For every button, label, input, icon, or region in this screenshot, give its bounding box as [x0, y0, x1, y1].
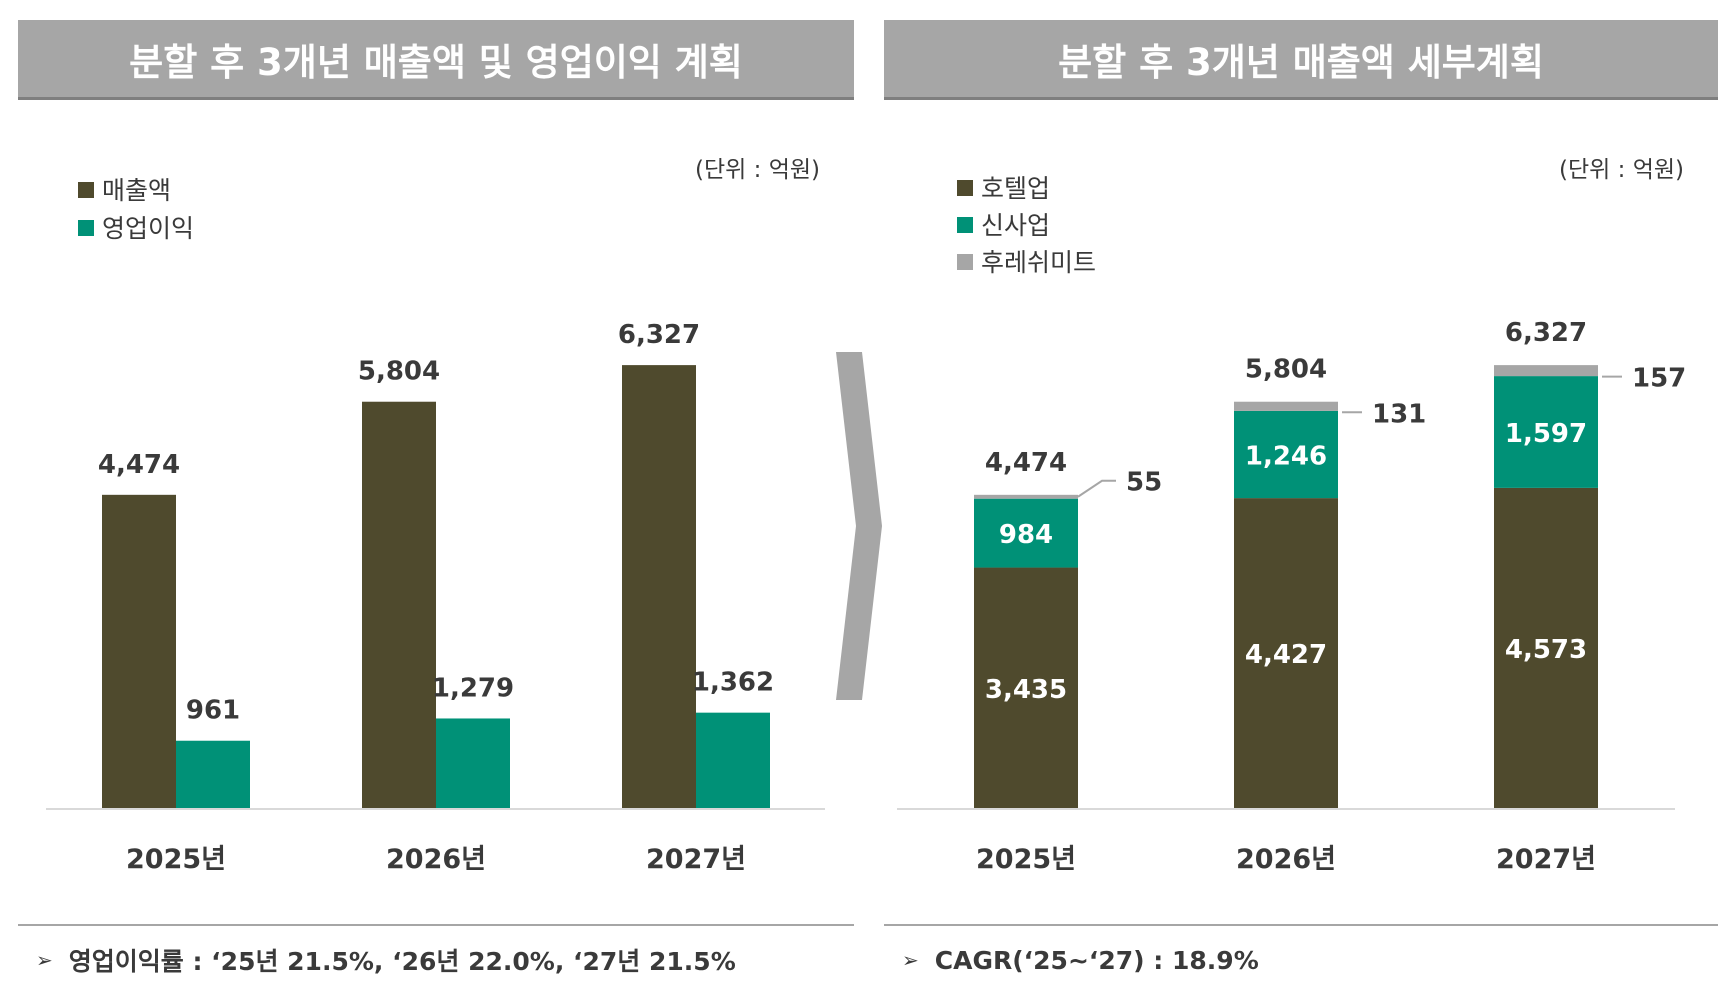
x-tick-label-1: 2025년 [126, 844, 226, 875]
x-tick-label-1: 2025년 [976, 844, 1076, 875]
chevron-right-icon [836, 352, 882, 700]
x-tick-label-3: 2027년 [646, 844, 746, 875]
total-label-3: 6,327 [1505, 318, 1587, 348]
legend-label-2: 영업이익 [102, 214, 194, 243]
legend-label-2: 신사업 [981, 211, 1050, 240]
leader-line-1 [1077, 479, 1116, 498]
legend-label-3: 후레쉬미트 [981, 248, 1096, 277]
bar-revenue-3 [622, 365, 696, 808]
unit-label: (단위 : 억원) [1559, 157, 1684, 183]
cagr-note: ➢ CAGR(‘25~‘27) : 18.9% [902, 940, 1259, 980]
bar-new-business-2 [1234, 410, 1338, 499]
data-label-hotel-3: 4,573 [1505, 635, 1587, 665]
right-panel-title: 분할 후 3개년 매출액 세부계획 [884, 20, 1718, 100]
bar-profit-3 [696, 712, 770, 808]
data-label-profit-1: 961 [186, 696, 240, 726]
bar-new-business-1 [974, 498, 1078, 568]
cagr-text: CAGR(‘25~‘27) : 18.9% [934, 945, 1259, 975]
bar-hurrays-meat-3 [1494, 365, 1598, 377]
bar-hurrays-meat-2 [1234, 401, 1338, 411]
data-label-revenue-2: 5,804 [358, 357, 440, 387]
legend-label-1: 매출액 [102, 176, 171, 205]
left-panel-title: 분할 후 3개년 매출액 및 영업이익 계획 [18, 20, 854, 100]
bar-hotel-2 [1234, 498, 1338, 808]
bar-profit-2 [436, 718, 510, 808]
data-label-new-business-2: 1,246 [1245, 442, 1327, 472]
bar-hotel-3 [1494, 487, 1598, 808]
operating-margin-note: ➢ 영업이익률 : ‘25년 21.5%, ‘26년 22.0%, ‘27년 2… [36, 940, 736, 980]
left-divider [18, 924, 854, 926]
data-label-revenue-3: 6,327 [618, 320, 700, 350]
arrow-bullet-icon: ➢ [902, 948, 919, 972]
bar-revenue-1 [102, 494, 176, 808]
legend-swatch-2 [78, 220, 94, 236]
data-label-profit-3: 1,362 [692, 668, 774, 698]
data-label-new-business-3: 1,597 [1505, 419, 1587, 449]
legend-label-1: 호텔업 [981, 174, 1050, 203]
x-tick-label-3: 2027년 [1496, 844, 1596, 875]
operating-margin-text: 영업이익률 : ‘25년 21.5%, ‘26년 22.0%, ‘27년 21.… [68, 947, 736, 976]
bar-revenue-2 [362, 401, 436, 808]
bar-profit-1 [176, 740, 250, 808]
data-label-hurrays-meat-2: 131 [1372, 399, 1426, 429]
x-tick-label-2: 2026년 [386, 844, 486, 875]
total-label-1: 4,474 [985, 448, 1067, 478]
data-label-profit-2: 1,279 [432, 673, 514, 703]
legend-swatch-2 [957, 217, 973, 233]
right-divider [884, 924, 1718, 926]
data-label-new-business-1: 984 [999, 520, 1053, 550]
total-label-2: 5,804 [1245, 355, 1327, 385]
data-label-hurrays-meat-1: 55 [1126, 468, 1162, 498]
bar-hurrays-meat-1 [974, 494, 1078, 499]
unit-label: (단위 : 억원) [695, 157, 820, 183]
data-label-hurrays-meat-3: 157 [1632, 364, 1686, 394]
x-tick-label-2: 2026년 [1236, 844, 1336, 875]
legend-swatch-1 [957, 180, 973, 196]
legend-swatch-1 [78, 182, 94, 198]
legend-swatch-3 [957, 254, 973, 270]
bar-new-business-3 [1494, 376, 1598, 488]
bar-hotel-1 [974, 567, 1078, 808]
data-label-revenue-1: 4,474 [98, 450, 180, 480]
data-label-hotel-1: 3,435 [985, 675, 1067, 705]
data-label-hotel-2: 4,427 [1245, 640, 1327, 670]
arrow-bullet-icon: ➢ [36, 948, 53, 972]
